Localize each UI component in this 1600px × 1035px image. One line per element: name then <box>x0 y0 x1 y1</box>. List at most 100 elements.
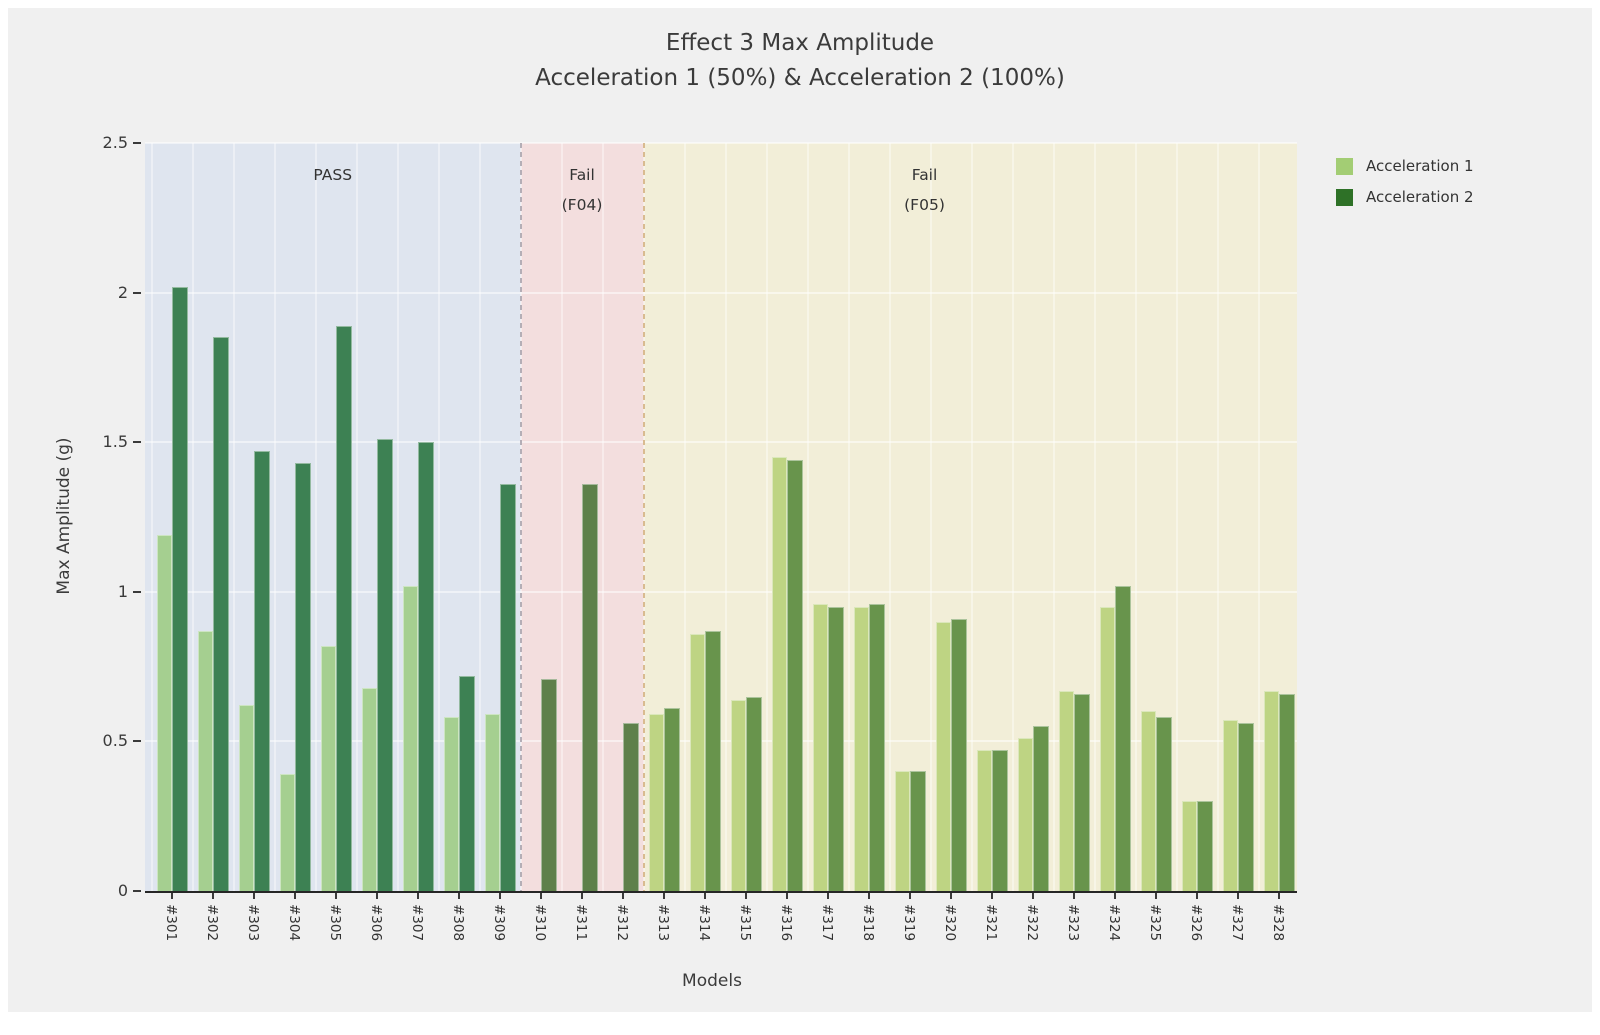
x-tick-label: #328 <box>1270 904 1286 942</box>
bar-acc1-308 <box>443 717 459 891</box>
region-label-fail-f05: Fail (F05) <box>904 160 945 220</box>
bar-acc1-326 <box>1181 801 1197 891</box>
v-gridline <box>1175 143 1178 891</box>
v-gridline <box>683 143 686 891</box>
legend-label: Acceleration 1 <box>1366 157 1474 175</box>
legend-label: Acceleration 2 <box>1366 188 1474 206</box>
x-tick-label: #323 <box>1065 904 1081 942</box>
x-tick <box>212 893 214 899</box>
y-tick <box>133 890 141 892</box>
region-label-line1: Fail <box>569 166 595 184</box>
bar-acc2-317 <box>828 606 844 891</box>
bar-acc2-308 <box>459 675 475 891</box>
x-tick <box>991 893 993 899</box>
bar-acc2-318 <box>869 603 885 891</box>
x-tick-label: #327 <box>1229 904 1245 942</box>
v-gridline <box>478 143 481 891</box>
v-gridline <box>396 143 399 891</box>
chart-title-line-1: Effect 3 Max Amplitude <box>665 30 935 56</box>
bar-acc2-302 <box>213 337 229 891</box>
v-gridline <box>437 143 440 891</box>
v-gridline <box>1011 143 1014 891</box>
x-tick-label: #307 <box>409 904 425 942</box>
x-tick-label: #315 <box>737 904 753 942</box>
y-tick <box>133 441 141 444</box>
y-tick <box>133 590 141 593</box>
x-tick-label: #310 <box>532 904 548 942</box>
x-tick <box>1278 893 1280 899</box>
v-gridline <box>1052 143 1055 891</box>
v-gridline <box>273 143 276 891</box>
bar-acc2-327 <box>1238 723 1254 891</box>
bar-acc2-320 <box>951 618 967 891</box>
bar-acc1-327 <box>1222 720 1238 891</box>
bar-acc1-304 <box>279 774 295 891</box>
bar-acc2-303 <box>254 451 270 891</box>
bar-acc1-309 <box>484 714 500 891</box>
x-tick-label: #324 <box>1106 904 1122 942</box>
h-gridline <box>145 441 1297 444</box>
bar-acc1-323 <box>1058 690 1074 891</box>
legend-item: Acceleration 1 <box>1336 157 1474 175</box>
x-tick <box>458 893 460 899</box>
bar-acc1-324 <box>1099 606 1115 891</box>
bar-acc1-320 <box>935 621 951 891</box>
region-label-line2: (F05) <box>904 196 945 214</box>
y-tick-label: 0 <box>117 881 128 900</box>
chart-title-line-2: Acceleration 1 (50%) & Acceleration 2 (1… <box>535 65 1065 91</box>
x-tick <box>581 893 583 899</box>
x-tick-label: #320 <box>942 904 958 942</box>
x-tick <box>745 893 747 899</box>
bar-acc1-306 <box>361 687 377 891</box>
x-tick <box>1032 893 1034 899</box>
x-tick <box>1073 893 1075 899</box>
bar-acc1-301 <box>156 534 172 891</box>
x-tick-label: #325 <box>1147 904 1163 942</box>
bar-acc1-307 <box>402 585 418 891</box>
region-label-pass: PASS <box>313 160 352 190</box>
v-gridline <box>355 143 358 891</box>
bar-acc1-328 <box>1263 690 1279 891</box>
bar-acc2-322 <box>1033 726 1049 891</box>
h-gridline <box>145 740 1297 743</box>
region-separator <box>642 143 645 891</box>
bar-acc2-324 <box>1115 585 1131 891</box>
y-tick <box>133 291 141 294</box>
bar-acc2-310 <box>541 678 557 891</box>
bar-acc1-317 <box>812 603 828 891</box>
x-tick-label: #301 <box>163 904 179 942</box>
x-tick <box>1155 893 1157 899</box>
x-tick <box>376 893 378 899</box>
region-label-line2: (F04) <box>561 196 603 214</box>
bar-acc2-325 <box>1156 717 1172 891</box>
x-tick <box>786 893 788 899</box>
bar-acc1-318 <box>853 606 869 891</box>
region-label-line1: Fail <box>911 166 938 184</box>
x-tick-label: #319 <box>901 904 917 942</box>
legend-swatch <box>1336 188 1353 206</box>
x-tick <box>1196 893 1198 899</box>
bar-acc2-316 <box>787 460 803 891</box>
bar-acc2-315 <box>746 696 762 891</box>
bar-acc1-325 <box>1140 711 1156 891</box>
h-gridline <box>145 590 1297 593</box>
x-tick <box>704 893 706 899</box>
x-tick-label: #322 <box>1024 904 1040 942</box>
x-tick <box>171 893 173 899</box>
x-tick <box>1237 893 1239 899</box>
bar-acc1-319 <box>894 771 910 891</box>
v-gridline <box>929 143 932 891</box>
region-label-line1: PASS <box>313 166 353 184</box>
figure: Effect 3 Max Amplitude Acceleration 1 (5… <box>8 8 1592 1012</box>
v-gridline <box>847 143 850 891</box>
x-tick <box>950 893 952 899</box>
v-gridline <box>888 143 891 891</box>
bar-acc2-307 <box>418 442 434 891</box>
x-tick-label: #318 <box>860 904 876 942</box>
x-tick <box>663 893 665 899</box>
bar-acc2-304 <box>295 463 311 891</box>
plot-area: PASS Fail (F04) Fail (F05) <box>145 142 1297 891</box>
bar-acc1-303 <box>238 705 254 891</box>
v-gridline <box>1134 143 1137 891</box>
y-tick <box>133 740 141 743</box>
